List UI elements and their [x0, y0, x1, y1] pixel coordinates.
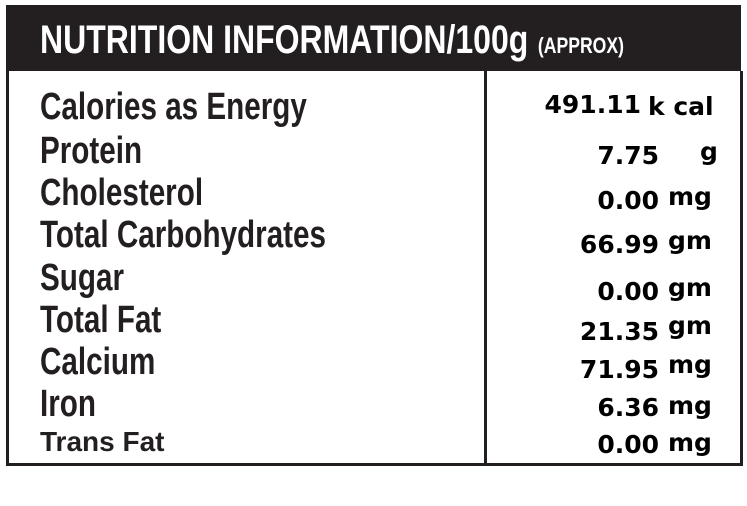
row-value: 71.95	[579, 355, 659, 384]
row-label: Calcium	[40, 341, 156, 383]
row-unit: g	[700, 137, 718, 166]
row-label: Total Carbohydrates	[40, 214, 327, 256]
row-unit: gm	[668, 311, 712, 340]
title: NUTRITION INFORMATION/100g (APPROX)	[40, 18, 624, 63]
column-divider	[484, 71, 487, 466]
row-label: Iron	[40, 383, 96, 425]
row-value: 491.11	[544, 90, 641, 119]
title-text: NUTRITION INFORMATION/100g	[40, 18, 529, 62]
row-unit: gm	[668, 273, 712, 302]
row-unit: mg	[668, 182, 712, 211]
row-value: 6.36	[597, 393, 659, 422]
row-unit: mg	[668, 428, 712, 457]
row-unit: mg	[668, 391, 712, 420]
row-unit: mg	[668, 350, 712, 379]
table-border	[6, 71, 743, 466]
row-value: 0.00	[597, 430, 659, 459]
row-unit: gm	[668, 226, 712, 255]
row-value: 21.35	[579, 317, 659, 346]
row-label: Sugar	[40, 257, 125, 299]
header-bar: NUTRITION INFORMATION/100g (APPROX)	[6, 5, 741, 71]
row-value: 0.00	[597, 186, 659, 215]
approx-note: (APPROX)	[537, 33, 624, 58]
row-value: 66.99	[579, 230, 659, 259]
row-value: 7.75	[597, 141, 659, 170]
row-label: Calories as Energy	[40, 86, 307, 128]
row-label: Protein	[40, 130, 143, 172]
row-label: Trans Fat	[40, 426, 165, 457]
row-label: Total Fat	[40, 299, 162, 341]
row-label: Cholesterol	[40, 172, 204, 214]
row-value: 0.00	[597, 277, 659, 306]
row-unit: k cal	[648, 92, 714, 121]
